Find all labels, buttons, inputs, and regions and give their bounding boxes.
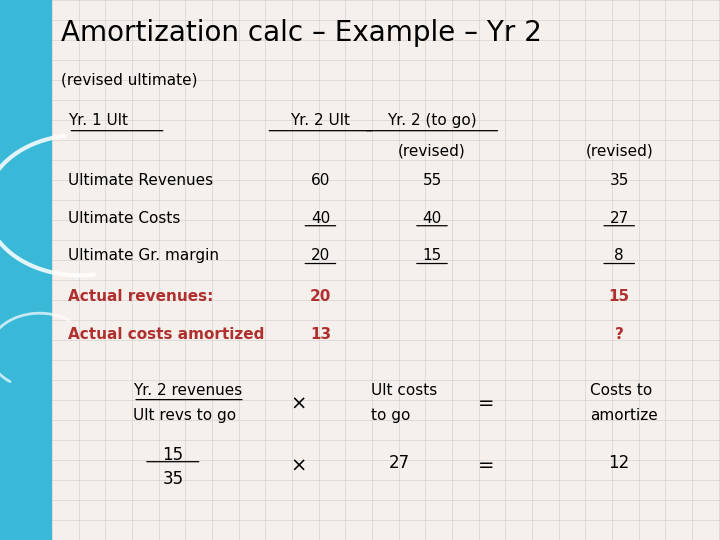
Text: ?: ?	[615, 327, 624, 342]
Text: Actual revenues:: Actual revenues:	[68, 289, 214, 304]
Text: (revised ultimate): (revised ultimate)	[61, 73, 198, 88]
Text: Yr. 2 Ult: Yr. 2 Ult	[290, 113, 351, 129]
Text: (revised): (revised)	[398, 143, 466, 158]
Text: Ult costs: Ult costs	[371, 383, 437, 399]
Text: =: =	[478, 456, 494, 475]
Text: 60: 60	[311, 173, 330, 188]
Text: =: =	[478, 394, 494, 413]
Text: Yr. 1 Ult: Yr. 1 Ult	[68, 113, 128, 129]
Text: 8: 8	[614, 248, 624, 264]
Text: 40: 40	[311, 211, 330, 226]
Text: 55: 55	[423, 173, 441, 188]
Text: ×: ×	[291, 394, 307, 413]
Text: 15: 15	[608, 289, 630, 304]
Text: 40: 40	[423, 211, 441, 226]
Text: 35: 35	[162, 470, 184, 488]
Text: ×: ×	[291, 456, 307, 475]
Text: Amortization calc – Example – Yr 2: Amortization calc – Example – Yr 2	[61, 19, 542, 47]
Text: 13: 13	[310, 327, 331, 342]
Text: (revised): (revised)	[585, 143, 653, 158]
Text: Yr. 2 (to go): Yr. 2 (to go)	[387, 113, 477, 129]
Text: 15: 15	[423, 248, 441, 264]
Text: Ultimate Costs: Ultimate Costs	[68, 211, 181, 226]
Text: to go: to go	[371, 408, 410, 423]
Text: Ult revs to go: Ult revs to go	[133, 408, 236, 423]
Text: 20: 20	[311, 248, 330, 264]
Text: Ultimate Gr. margin: Ultimate Gr. margin	[68, 248, 220, 264]
Text: 27: 27	[610, 211, 629, 226]
Bar	[0, 0, 52, 540]
Text: Ultimate Revenues: Ultimate Revenues	[68, 173, 214, 188]
Text: Yr. 2 revenues: Yr. 2 revenues	[133, 383, 243, 399]
Text: 20: 20	[310, 289, 331, 304]
Text: Actual costs amortized: Actual costs amortized	[68, 327, 265, 342]
Text: 35: 35	[610, 173, 629, 188]
Text: 27: 27	[389, 454, 410, 471]
Text: Costs to: Costs to	[590, 383, 652, 399]
Text: 15: 15	[162, 446, 184, 463]
Text: 12: 12	[608, 454, 630, 471]
Text: amortize: amortize	[590, 408, 658, 423]
